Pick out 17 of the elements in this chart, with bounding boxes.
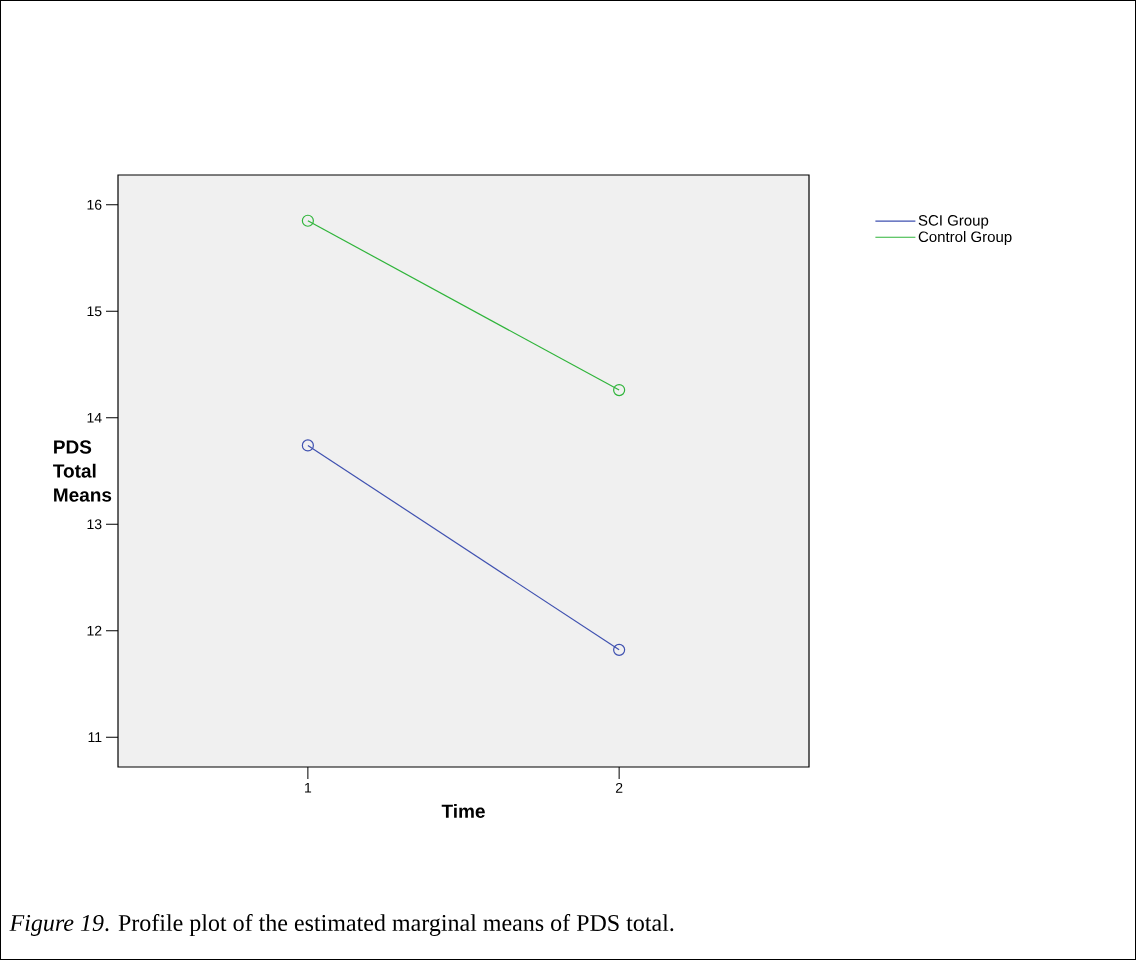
x-axis-title: Time xyxy=(441,803,485,818)
x-tick-label: 2 xyxy=(615,782,623,793)
y-tick-label: 13 xyxy=(87,519,102,530)
point xyxy=(613,383,626,397)
y-tick-label: 11 xyxy=(88,732,102,742)
point xyxy=(613,643,626,656)
legend-label: SCI Group xyxy=(918,215,989,229)
point xyxy=(301,439,314,452)
text: Figure 19. Profile plot of the estimated marginal means of PDS total. xyxy=(9,913,674,937)
legend-label: Control Group xyxy=(918,231,1012,246)
y-tick-label: 16 xyxy=(87,199,102,210)
x-tick-label: 1 xyxy=(305,782,312,793)
point xyxy=(301,214,314,227)
y-tick-label: 14 xyxy=(87,412,102,423)
y-tick-label: 15 xyxy=(87,306,102,317)
y-tick-label: 12 xyxy=(87,625,102,636)
y-axis-title: PDS Total Means xyxy=(53,440,112,502)
